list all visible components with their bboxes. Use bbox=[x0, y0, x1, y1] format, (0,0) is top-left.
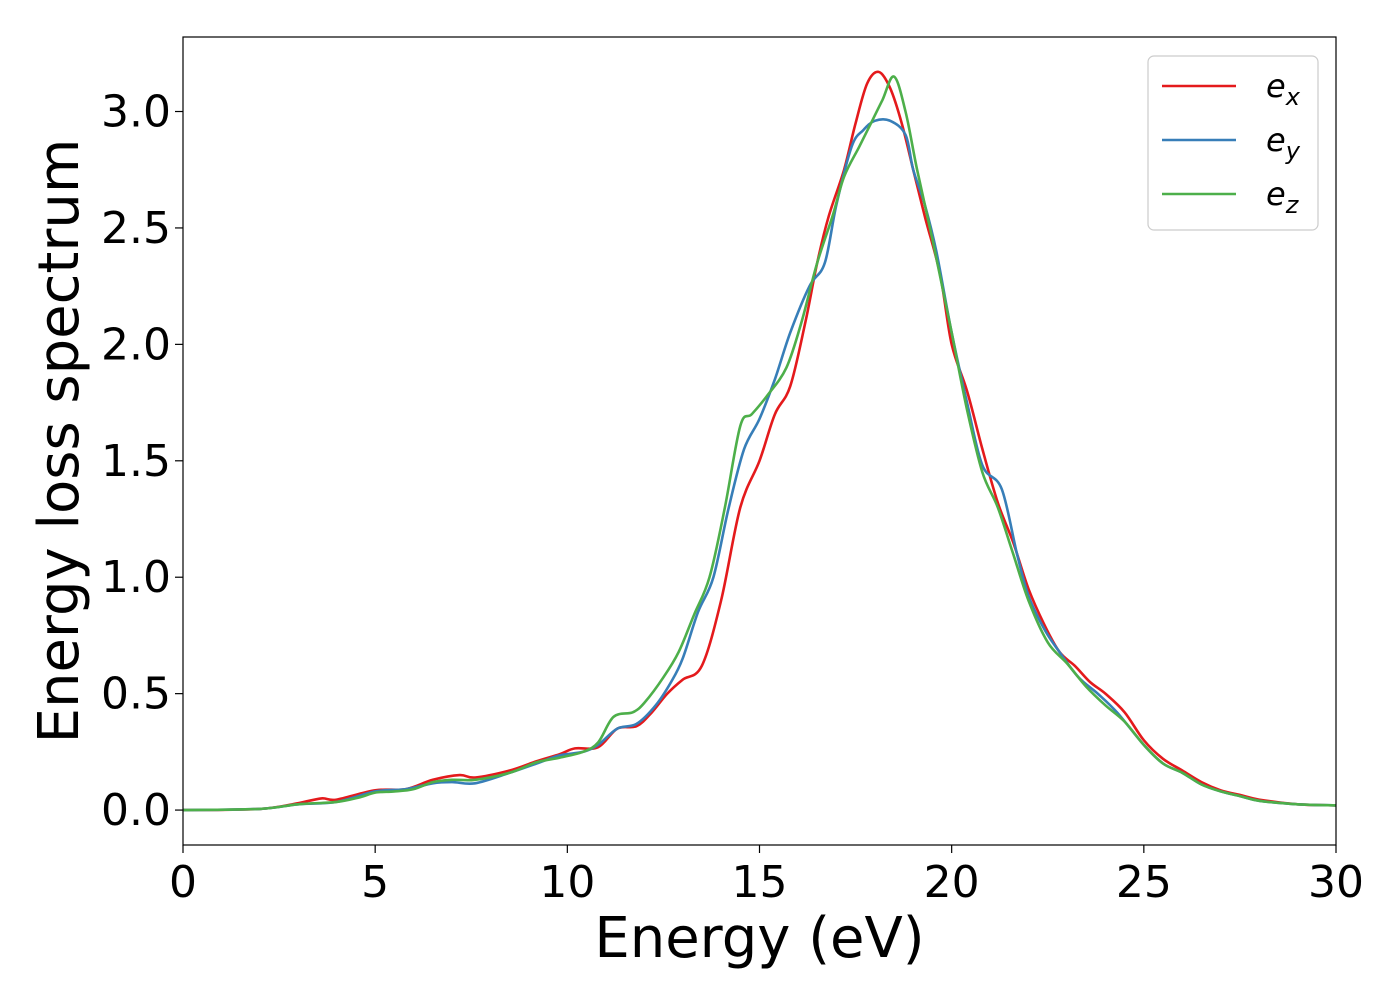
y-tick-label: 0.0 bbox=[101, 785, 171, 836]
x-tick-label: 25 bbox=[1116, 857, 1172, 908]
y-tick-label: 2.0 bbox=[101, 319, 171, 370]
y-tick-label: 0.5 bbox=[101, 669, 171, 720]
x-tick-label: 15 bbox=[732, 857, 788, 908]
series-layer bbox=[183, 70, 1336, 812]
legend: ex ey ez bbox=[1147, 55, 1319, 231]
y-axis-label: Energy loss spectrum bbox=[27, 139, 92, 744]
legend-label-e_y: ey bbox=[1266, 121, 1301, 165]
x-tick-label: 20 bbox=[924, 857, 980, 908]
legend-label-e_z: ez bbox=[1266, 175, 1300, 219]
x-axis-ticks: 0 5 10 15 20 25 30 bbox=[169, 845, 1364, 908]
legend-box bbox=[1147, 55, 1319, 231]
x-tick-label: 30 bbox=[1308, 857, 1364, 908]
legend-label-e_x: ex bbox=[1266, 67, 1301, 111]
x-axis-label: Energy (eV) bbox=[594, 906, 924, 971]
y-axis-ticks: 0.0 0.5 1.0 1.5 2.0 2.5 3.0 bbox=[101, 87, 183, 836]
y-tick-label: 1.5 bbox=[101, 436, 171, 487]
x-tick-label: 0 bbox=[169, 857, 197, 908]
y-tick-label: 3.0 bbox=[101, 87, 171, 138]
y-tick-label: 1.0 bbox=[101, 552, 171, 603]
y-tick-label: 2.5 bbox=[101, 203, 171, 254]
x-tick-label: 10 bbox=[539, 857, 595, 908]
series-line-e_z bbox=[183, 75, 1336, 812]
x-tick-label: 5 bbox=[361, 857, 389, 908]
